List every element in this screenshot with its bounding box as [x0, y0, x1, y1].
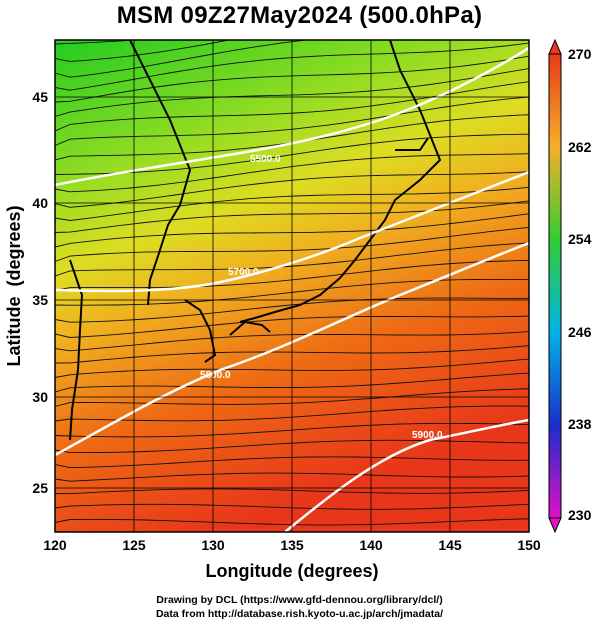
x-axis: 120 125 130 135 140 145 150 Longitude (d…: [43, 537, 541, 581]
y-axis: 25 30 35 40 45 Latitude (degrees): [4, 89, 48, 496]
colorbar-scale: [548, 53, 562, 519]
contour-label: 5500.0: [250, 154, 281, 165]
contour-label: 5900.0: [412, 430, 443, 441]
x-tick-label: 140: [359, 537, 383, 553]
x-tick-label: 130: [201, 537, 225, 553]
streamline: [55, 81, 529, 132]
contour-label: 5800.0: [200, 370, 231, 381]
streamline: [55, 171, 529, 208]
streamline: [55, 260, 529, 291]
streamline: [55, 422, 529, 438]
contour-labels: 5500.0 5700.0 5800.0 5900.0: [200, 154, 443, 441]
x-axis-label: Longitude (degrees): [205, 561, 378, 581]
streamline: [55, 40, 141, 45]
streamline: [55, 331, 529, 352]
streamline: [55, 405, 529, 422]
x-tick-label: 125: [122, 537, 146, 553]
y-tick-label: 45: [32, 89, 48, 105]
streamline: [55, 186, 529, 221]
map-title: MSM 09Z27May2024 (500.0hPa): [116, 2, 483, 29]
streamline: [55, 242, 529, 277]
streamline: [55, 278, 529, 306]
streamline: [55, 213, 529, 248]
streamline: [55, 456, 529, 469]
grid-lines: [55, 40, 529, 532]
colorbar-tick-label: 254: [568, 231, 592, 247]
x-tick-label: 150: [517, 537, 541, 553]
streamline: [55, 200, 529, 233]
x-tick-label: 145: [438, 537, 462, 553]
colorbar-tick-label: 238: [568, 416, 592, 432]
streamline: [55, 68, 529, 117]
streamline: [55, 226, 529, 262]
y-tick-label: 25: [32, 480, 48, 496]
y-axis-label: Latitude (degrees): [4, 205, 24, 366]
colorbar-min-arrow: [548, 517, 562, 534]
colorbar-max-arrow: [548, 38, 562, 55]
streamline: [55, 55, 529, 103]
streamline: [55, 372, 529, 393]
y-tick-label: 30: [32, 389, 48, 405]
streamline: [55, 503, 529, 510]
streamline: [55, 153, 529, 193]
streamline: [55, 439, 529, 454]
colorbar-tick-label: 246: [568, 324, 592, 340]
x-tick-label: 135: [280, 537, 304, 553]
streamline: [55, 358, 529, 378]
streamline: [55, 40, 311, 78]
credit-data: Data from http://database.rish.kyoto-u.a…: [155, 608, 444, 620]
contour-label: 5700.0: [228, 267, 259, 278]
plot-frame: [54, 39, 530, 533]
streamline: [55, 388, 529, 407]
colorbar: 270 262 254 246 238 230: [548, 38, 592, 534]
x-tick-label: 120: [43, 537, 67, 553]
height-contours: [55, 46, 529, 532]
colorbar-tick-label: 262: [568, 139, 592, 155]
streamline: [55, 488, 529, 495]
streamline: [55, 345, 529, 364]
y-tick-label: 40: [32, 195, 48, 211]
streamline: [55, 96, 529, 146]
streamline: [55, 472, 529, 482]
streamline: [55, 133, 529, 175]
colorbar-tick-label: 230: [568, 507, 592, 523]
streamline: [55, 315, 529, 338]
streamline: [55, 40, 232, 62]
streamline: [55, 42, 529, 91]
credit-drawing: Drawing by DCL (https://www.gfd-dennou.o…: [156, 594, 443, 606]
plot-area: 5500.0 5700.0 5800.0 5900.0: [55, 40, 529, 532]
streamline: [55, 297, 529, 323]
y-tick-label: 35: [32, 292, 48, 308]
colorbar-tick-label: 270: [568, 46, 592, 62]
